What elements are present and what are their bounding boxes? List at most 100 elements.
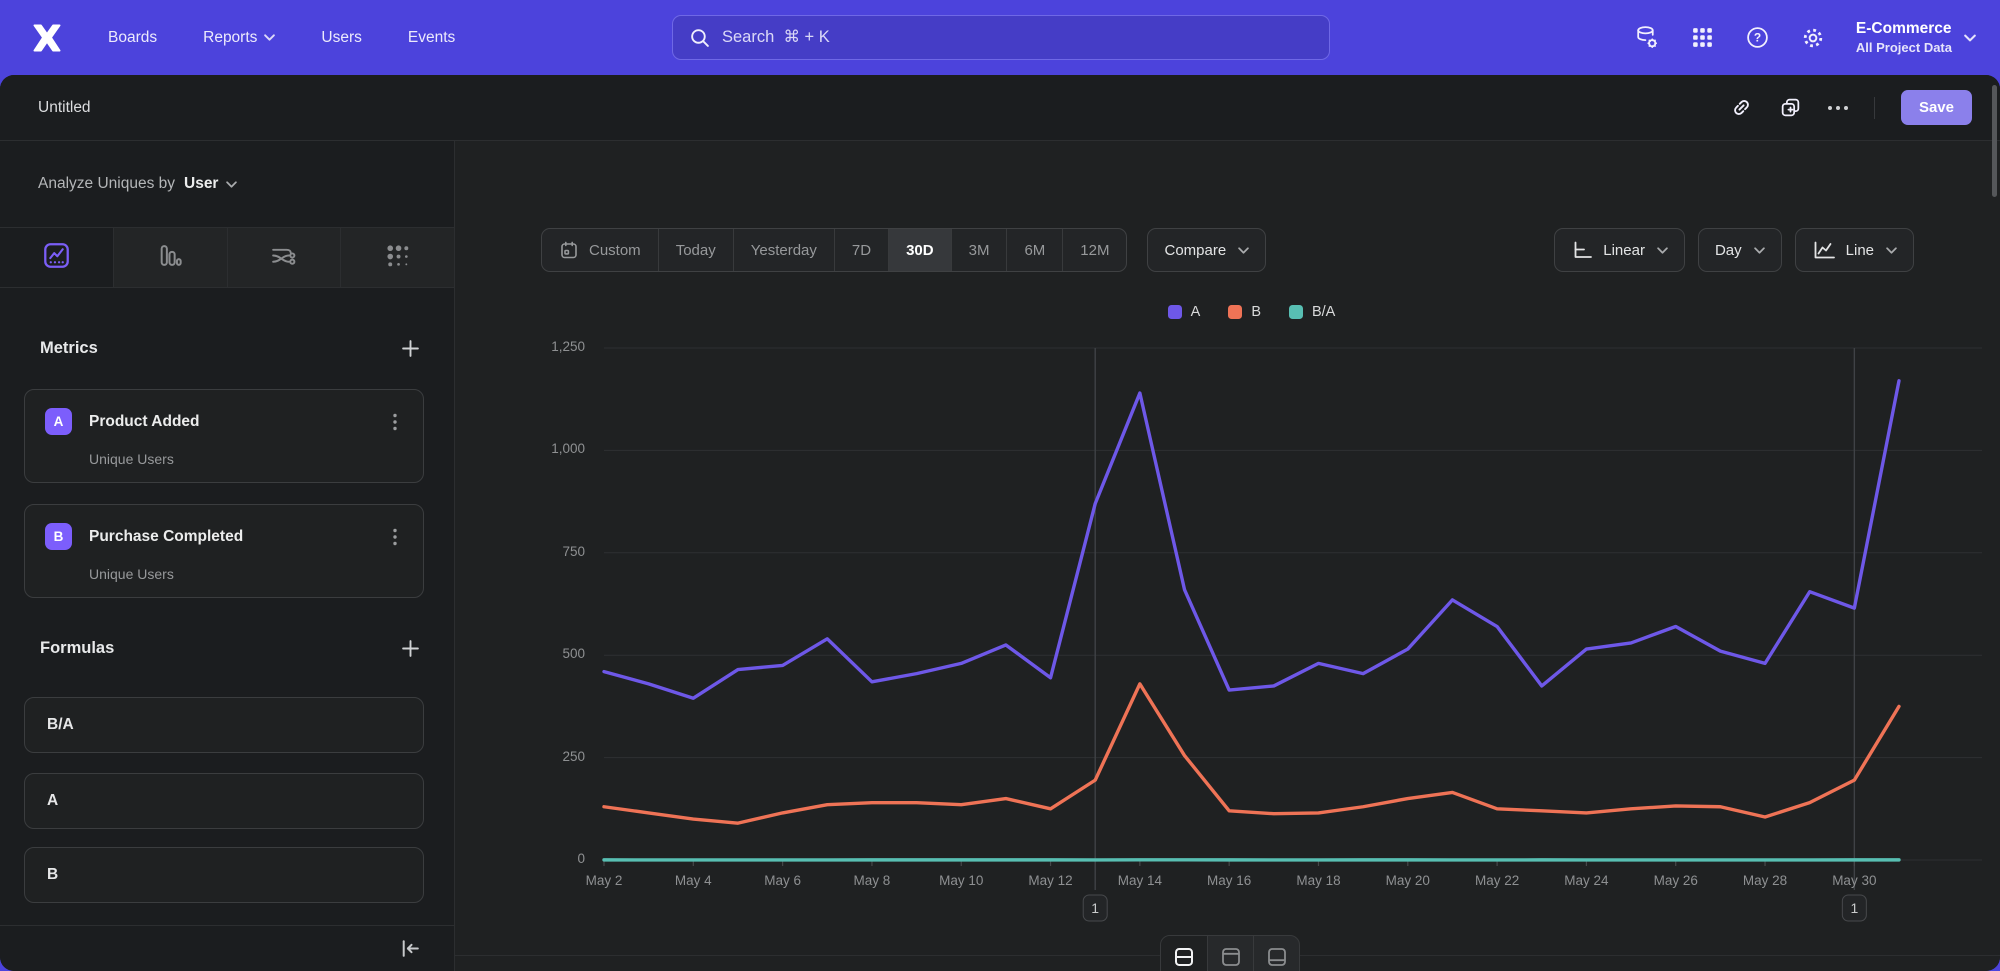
chevron-down-icon [1657, 246, 1668, 254]
annotation-badge-label: 1 [1850, 900, 1858, 916]
content-shell: Untitled Save Analyze Uniques by U [0, 75, 2000, 971]
more-options-icon[interactable] [1827, 105, 1848, 110]
layout-top-button[interactable] [1207, 936, 1253, 971]
chart-canvas[interactable]: May 2 May 4 May 6 May 8 May 10 May 12 May 14 Ma… [560, 338, 2000, 938]
mixpanel-logo-icon[interactable] [30, 20, 64, 56]
add-formula-button[interactable] [401, 639, 420, 658]
annotation-badge-label: 1 [1091, 900, 1099, 916]
metric-card-b[interactable]: B Purchase Completed Unique Users [24, 504, 424, 598]
formula-card-b[interactable]: B [24, 847, 424, 903]
save-button[interactable]: Save [1900, 90, 1972, 125]
range-3m[interactable]: 3M [950, 229, 1007, 271]
help-icon[interactable]: ? [1745, 25, 1770, 50]
analyze-prefix: Analyze Uniques by [38, 175, 175, 192]
range-12m[interactable]: 12M [1062, 229, 1126, 271]
layout-bottom-button[interactable] [1253, 936, 1299, 971]
report-actions: Save [1730, 90, 1972, 125]
project-scope: All Project Data [1855, 40, 1952, 55]
scrollbar-thumb[interactable] [1992, 85, 1997, 197]
series-line-a[interactable] [602, 379, 1901, 700]
project-text: E-Commerce All Project Data [1856, 20, 1952, 55]
compare-label: Compare [1164, 241, 1227, 259]
query-sidebar: Analyze Uniques by User [0, 141, 455, 971]
y-axis-label: 1,250 [551, 339, 585, 354]
range-yesterday[interactable]: Yesterday [732, 229, 834, 271]
range-label: Yesterday [750, 241, 817, 259]
metric-measure[interactable]: Unique Users [89, 566, 174, 582]
scale-label: Linear [1603, 241, 1645, 259]
formula-label: B [47, 866, 59, 883]
calendar-icon [559, 240, 579, 260]
x-axis-label: May 30 [1832, 873, 1876, 888]
analyze-by-dropdown[interactable]: User [184, 175, 238, 193]
tab-retention[interactable] [340, 228, 454, 287]
date-range-control: Custom Today Yesterday 7D 30D 3M 6M 12M [541, 228, 1128, 272]
kebab-menu-icon[interactable] [387, 526, 403, 548]
scale-dropdown[interactable]: Linear [1554, 228, 1685, 272]
data-management-icon[interactable] [1633, 24, 1660, 51]
metric-card-a[interactable]: A Product Added Unique Users [24, 389, 424, 483]
linear-scale-icon [1571, 240, 1593, 260]
chevron-down-icon [1964, 34, 1976, 42]
legend-swatch [1288, 305, 1303, 319]
legend-item-a[interactable]: A [1167, 304, 1200, 320]
formula-label: A [47, 792, 59, 809]
collapse-sidebar-icon[interactable] [399, 937, 422, 960]
tab-insights[interactable] [0, 228, 113, 287]
formulas-heading: Formulas [40, 639, 115, 657]
analyze-value: User [184, 175, 219, 192]
nav-label: Users [321, 28, 362, 46]
copy-link-icon[interactable] [1730, 96, 1753, 119]
compare-dropdown[interactable]: Compare [1147, 228, 1267, 272]
metric-measure[interactable]: Unique Users [89, 451, 174, 467]
y-axis-label: 750 [562, 543, 585, 559]
metric-badge-a: A [45, 408, 72, 435]
divider [1873, 96, 1875, 119]
settings-gear-icon[interactable] [1800, 25, 1826, 51]
legend-swatch [1228, 305, 1243, 319]
add-metric-button[interactable] [401, 339, 420, 358]
insights-chart-icon [43, 242, 70, 274]
formula-card-a[interactable]: A [24, 773, 424, 829]
metric-name: Purchase Completed [89, 527, 244, 545]
formulas-header: Formulas [0, 639, 454, 658]
kebab-menu-icon[interactable] [387, 411, 403, 433]
project-switcher[interactable]: E-Commerce All Project Data [1856, 20, 1976, 55]
formula-card-ba[interactable]: B/A [24, 697, 424, 753]
nav-item-boards[interactable]: Boards [108, 29, 157, 47]
apps-grid-icon[interactable] [1690, 25, 1715, 50]
chart-type-dropdown[interactable]: Line [1794, 228, 1914, 272]
legend-item-ba[interactable]: B/A [1288, 304, 1335, 320]
nav-item-users[interactable]: Users [321, 29, 361, 47]
nav-item-events[interactable]: Events [408, 29, 455, 47]
y-axis-label: 250 [562, 748, 585, 764]
series-line-b[interactable] [602, 682, 1901, 825]
range-6m[interactable]: 6M [1006, 229, 1062, 271]
tab-flows[interactable] [226, 228, 341, 287]
annotation-badge[interactable] [1082, 894, 1108, 922]
range-7d[interactable]: 7D [833, 229, 888, 271]
annotation-badge[interactable] [1841, 894, 1867, 922]
interval-dropdown[interactable]: Day [1697, 228, 1782, 272]
layout-split-button[interactable] [1161, 936, 1207, 971]
retention-dots-icon [384, 242, 411, 274]
x-axis-label: May 6 [764, 873, 801, 888]
range-custom[interactable]: Custom [542, 229, 658, 271]
metric-name: Product Added [89, 412, 200, 430]
global-search[interactable] [672, 15, 1330, 60]
range-label: 7D [851, 241, 872, 259]
search-input[interactable] [722, 28, 1313, 47]
legend-item-b[interactable]: B [1228, 304, 1261, 320]
range-30d[interactable]: 30D [888, 229, 951, 271]
interval-label: Day [1714, 241, 1742, 259]
chart-type-label: Line [1845, 241, 1874, 259]
metric-badge-b: B [45, 523, 72, 550]
x-axis-label: May 20 [1386, 873, 1430, 888]
chart-legend: A B B/A [604, 304, 1899, 320]
range-today[interactable]: Today [657, 229, 733, 271]
layout-switcher [1160, 935, 1300, 971]
tab-funnels[interactable] [112, 228, 227, 287]
duplicate-icon[interactable] [1779, 96, 1802, 119]
nav-right-cluster: ? E-Commerce All Project Data [1633, 0, 1976, 75]
nav-item-reports[interactable]: Reports [203, 29, 276, 47]
